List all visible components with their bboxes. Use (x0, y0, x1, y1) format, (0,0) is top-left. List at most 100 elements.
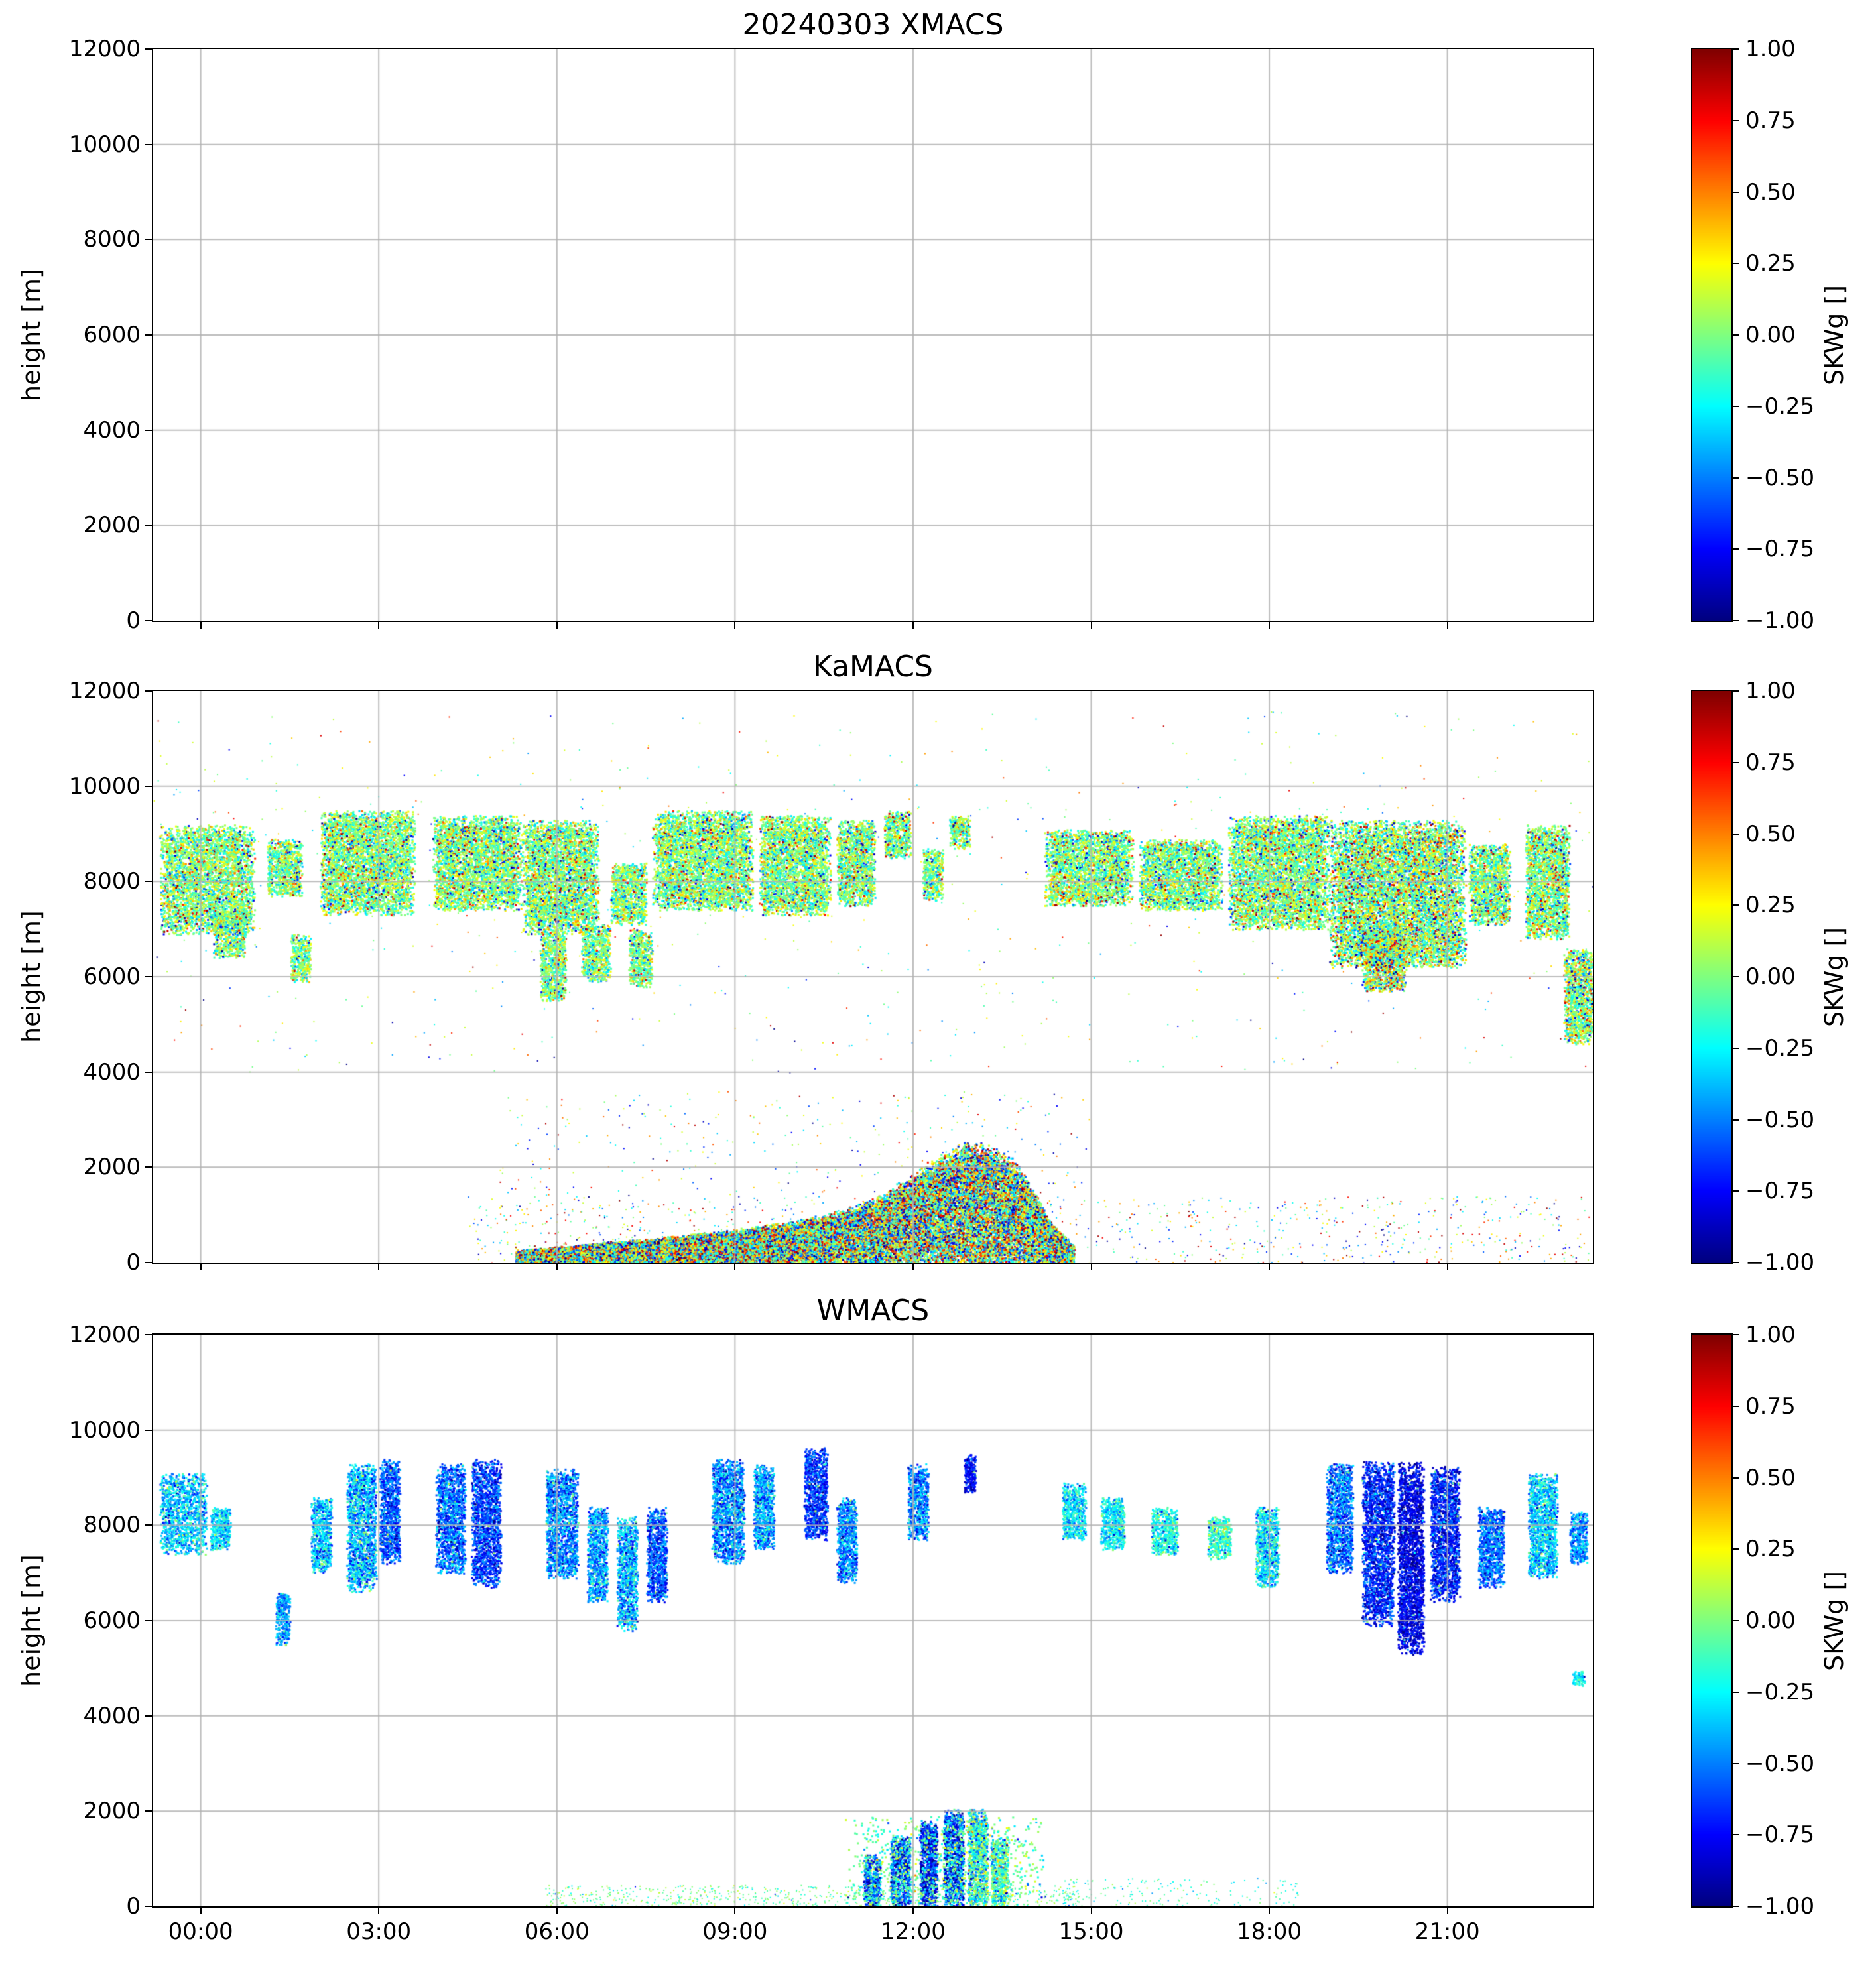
x-tick-mark (1269, 1264, 1271, 1270)
y-tick-mark (145, 1620, 152, 1621)
colorbar-tick-mark (1733, 1477, 1739, 1479)
colorbar-tick-label: 0.25 (1745, 1536, 1796, 1563)
y-tick-mark (145, 1071, 152, 1073)
y-tick-mark (145, 334, 152, 336)
colorbar-tick-label: −1.00 (1745, 1249, 1815, 1276)
y-tick-mark (145, 881, 152, 883)
y-tick-label: 10000 (68, 131, 141, 158)
colorbar-tick-mark (1733, 1834, 1739, 1836)
y-tick-mark (145, 1262, 152, 1263)
x-tick-mark (912, 622, 914, 629)
y-tick-label: 12000 (68, 36, 141, 62)
colorbar-gradient (1692, 1335, 1731, 1906)
y-tick-label: 2000 (83, 1798, 141, 1825)
x-tick-mark (1446, 1264, 1448, 1270)
x-tick-label: 18:00 (1237, 1918, 1302, 1945)
y-tick-mark (145, 1524, 152, 1526)
colorbar-tick-label: −0.25 (1745, 1678, 1815, 1705)
colorbar-tick-mark (1733, 1620, 1739, 1621)
colorbar-tick-mark (1733, 1762, 1739, 1764)
y-tick-label: 10000 (68, 1416, 141, 1444)
y-tick-mark (145, 525, 152, 526)
y-tick-mark (145, 785, 152, 787)
y-tick-mark (145, 429, 152, 431)
x-tick-mark (912, 1908, 914, 1914)
y-tick-mark (145, 1715, 152, 1717)
plot-area-wmacs (152, 1333, 1594, 1908)
colorbar-tick-label: 0.75 (1745, 749, 1796, 776)
y-tick-label: 4000 (83, 1702, 141, 1729)
colorbar-tick-label: −1.00 (1745, 1893, 1815, 1920)
colorbar-tick-label: 0.25 (1745, 892, 1796, 919)
y-tick-mark (145, 1166, 152, 1168)
colorbar-tick-mark (1733, 548, 1739, 550)
x-tick-mark (378, 622, 380, 629)
y-tick-mark (145, 976, 152, 977)
colorbar-tick-label: −0.50 (1745, 464, 1815, 491)
colorbar-tick-mark (1733, 1262, 1739, 1263)
colorbar-tick-mark (1733, 1047, 1739, 1049)
x-tick-mark (734, 1264, 736, 1270)
x-tick-mark (734, 622, 736, 629)
x-tick-mark (1090, 622, 1092, 629)
colorbar-gradient (1692, 49, 1731, 621)
colorbar-tick-mark (1733, 1548, 1739, 1550)
colorbar-tick-mark (1733, 334, 1739, 336)
y-tick-label: 2000 (83, 1154, 141, 1181)
colorbar-tick-mark (1733, 405, 1739, 407)
colorbar-tick-label: 0.00 (1745, 322, 1796, 348)
colorbar-tick-label: 1.00 (1745, 1322, 1796, 1348)
x-tick-mark (556, 1908, 558, 1914)
y-tick-mark (145, 48, 152, 50)
panel-title-kamacs: KaMACS (813, 650, 933, 684)
x-tick-label: 03:00 (346, 1918, 412, 1945)
y-tick-mark (145, 1906, 152, 1907)
colorbar-gradient (1692, 691, 1731, 1263)
x-tick-mark (1090, 1264, 1092, 1270)
colorbar-tick-label: −0.75 (1745, 1178, 1815, 1205)
colorbar-tick-mark (1733, 620, 1739, 621)
colorbar-tick-label: 0.75 (1745, 1392, 1796, 1420)
colorbar-tick-label: 0.25 (1745, 250, 1796, 277)
x-tick-mark (378, 1264, 380, 1270)
colorbar-tick-label: 1.00 (1745, 36, 1796, 62)
colorbar-wmacs (1691, 1333, 1733, 1908)
x-tick-mark (1446, 1908, 1448, 1914)
panel-kamacs: KaMACS height [m] 12000 10000 8000 6000 4000… (0, 650, 1876, 1339)
colorbar-tick-label: −0.25 (1745, 393, 1815, 420)
colorbar-label: SKWg [] (1820, 284, 1849, 385)
colorbar-tick-label: 0.75 (1745, 107, 1796, 134)
colorbar-tick-label: −1.00 (1745, 607, 1815, 634)
panel-xmacs: 20240303 XMACS height [m] 12000 10000 8000… (0, 8, 1876, 698)
colorbar-tick-label: −0.50 (1745, 1106, 1815, 1133)
colorbar-tick-mark (1733, 48, 1739, 50)
y-tick-label: 10000 (68, 772, 141, 800)
y-tick-mark (145, 239, 152, 241)
x-tick-mark (1090, 1908, 1092, 1914)
colorbar-tick-mark (1733, 690, 1739, 692)
colorbar-tick-mark (1733, 1405, 1739, 1407)
x-tick-mark (200, 1908, 202, 1914)
colorbar-tick-label: 0.50 (1745, 1464, 1796, 1491)
colorbar-tick-label: −0.75 (1745, 536, 1815, 563)
y-tick-label: 0 (126, 1893, 141, 1920)
plot-area-kamacs (152, 690, 1594, 1264)
x-tick-mark (378, 1908, 380, 1914)
colorbar-tick-label: 1.00 (1745, 678, 1796, 704)
x-tick-label: 21:00 (1414, 1918, 1480, 1945)
y-tick-label: 8000 (83, 1512, 141, 1539)
colorbar-label: SKWg [] (1820, 926, 1849, 1027)
colorbar-label: SKWg [] (1820, 1570, 1849, 1671)
y-tick-label: 0 (126, 1249, 141, 1276)
colorbar-tick-label: −0.75 (1745, 1822, 1815, 1849)
y-tick-mark (145, 1810, 152, 1812)
colorbar-tick-mark (1733, 1334, 1739, 1335)
colorbar-tick-mark (1733, 1906, 1739, 1907)
y-tick-mark (145, 620, 152, 621)
panel-title-xmacs: 20240303 XMACS (742, 8, 1004, 42)
x-tick-mark (200, 622, 202, 629)
x-tick-label: 12:00 (880, 1918, 946, 1945)
colorbar-tick-mark (1733, 191, 1739, 193)
plot-canvas-kamacs (153, 691, 1593, 1263)
